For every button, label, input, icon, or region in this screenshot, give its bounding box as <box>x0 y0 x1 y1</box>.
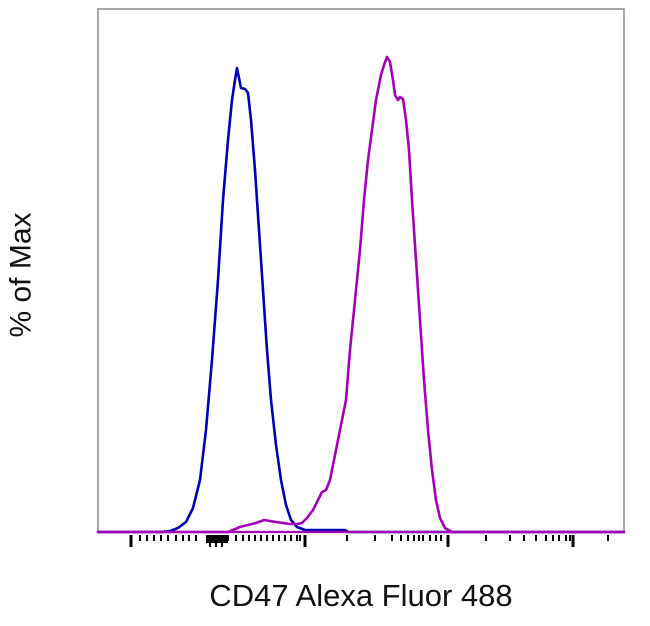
control-histogram-line <box>96 66 626 534</box>
y-axis-label: % of Max <box>5 212 39 338</box>
plot-frame <box>97 8 625 532</box>
histogram-series <box>96 55 626 534</box>
x-axis-ticks <box>129 535 609 547</box>
cd47-histogram-line <box>96 55 626 534</box>
plot-border <box>97 8 625 532</box>
x-axis-label: CD47 Alexa Fluor 488 <box>209 578 513 613</box>
y-axis-label-container: % of Max <box>2 200 42 350</box>
